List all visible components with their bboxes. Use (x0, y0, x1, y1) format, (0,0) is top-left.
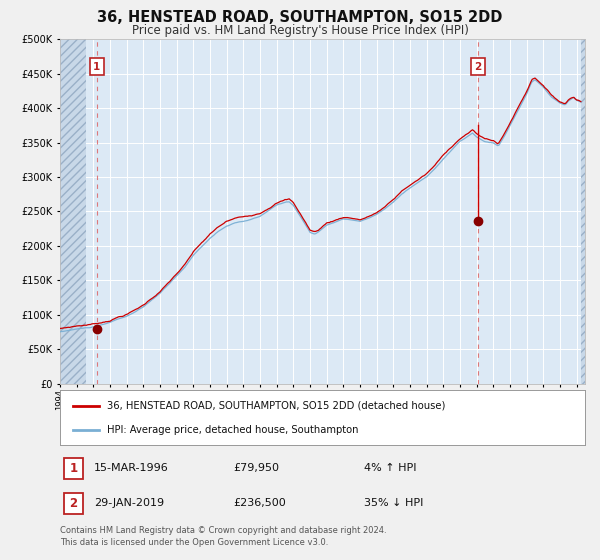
Text: 4% ↑ HPI: 4% ↑ HPI (365, 463, 417, 473)
Bar (581, 39, 586, 384)
Bar (60, 39, 86, 384)
Text: 2: 2 (70, 497, 77, 510)
Text: 35% ↓ HPI: 35% ↓ HPI (365, 498, 424, 508)
Text: 29-JAN-2019: 29-JAN-2019 (94, 498, 164, 508)
Text: Price paid vs. HM Land Registry's House Price Index (HPI): Price paid vs. HM Land Registry's House … (131, 24, 469, 36)
Text: 36, HENSTEAD ROAD, SOUTHAMPTON, SO15 2DD: 36, HENSTEAD ROAD, SOUTHAMPTON, SO15 2DD (97, 10, 503, 25)
Text: 15-MAR-1996: 15-MAR-1996 (94, 463, 169, 473)
Text: 1: 1 (70, 462, 77, 475)
Text: 1: 1 (93, 62, 100, 72)
Text: £79,950: £79,950 (233, 463, 279, 473)
FancyBboxPatch shape (64, 458, 83, 479)
Text: This data is licensed under the Open Government Licence v3.0.: This data is licensed under the Open Gov… (60, 538, 328, 547)
Text: Contains HM Land Registry data © Crown copyright and database right 2024.: Contains HM Land Registry data © Crown c… (60, 526, 386, 535)
FancyBboxPatch shape (64, 493, 83, 514)
Text: HPI: Average price, detached house, Southampton: HPI: Average price, detached house, Sout… (107, 425, 359, 435)
Text: 36, HENSTEAD ROAD, SOUTHAMPTON, SO15 2DD (detached house): 36, HENSTEAD ROAD, SOUTHAMPTON, SO15 2DD… (107, 401, 446, 410)
Text: £236,500: £236,500 (233, 498, 286, 508)
Text: 2: 2 (475, 62, 482, 72)
